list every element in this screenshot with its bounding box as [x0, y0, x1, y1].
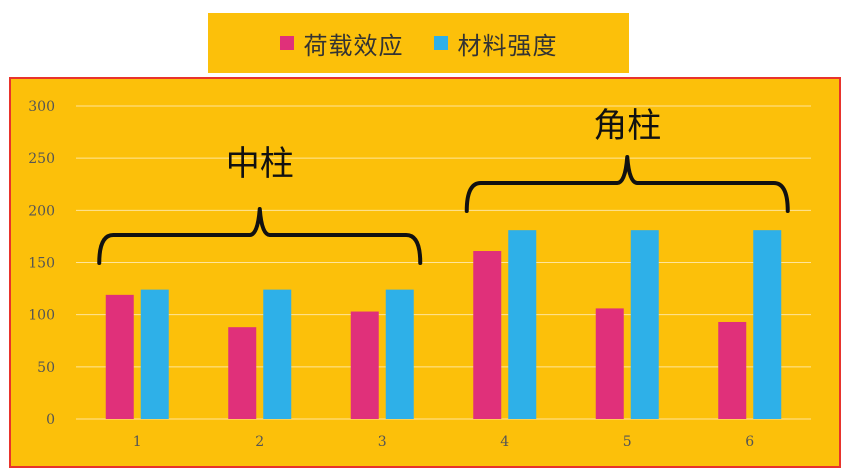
bar-material-strength-1 — [140, 289, 169, 419]
bar-load-effect-2 — [228, 327, 257, 419]
legend-item-material-strength: 材料强度 — [433, 26, 558, 61]
bar-material-strength-2 — [263, 289, 292, 419]
y-tick-label: 200 — [28, 203, 55, 219]
x-tick-label: 4 — [500, 434, 509, 450]
y-tick-label: 250 — [28, 151, 55, 167]
x-tick-label: 3 — [378, 434, 387, 450]
y-tick-label: 0 — [46, 412, 55, 428]
y-tick-label: 300 — [28, 99, 55, 115]
chart-legend: 荷载效应 材料强度 — [208, 13, 629, 73]
y-tick-label: 150 — [28, 256, 55, 272]
legend-label-load-effect: 荷载效应 — [303, 31, 404, 60]
bar-material-strength-4 — [508, 230, 537, 419]
x-tick-label: 5 — [623, 434, 632, 450]
legend-item-load-effect: 荷载效应 — [279, 26, 404, 61]
bar-load-effect-5 — [595, 308, 624, 419]
group-bracket — [97, 207, 423, 265]
legend-swatch-material-strength — [433, 36, 448, 50]
y-tick-label: 100 — [28, 308, 55, 324]
y-tick-label: 50 — [37, 360, 55, 376]
legend-label-material-strength: 材料强度 — [457, 31, 558, 60]
bar-material-strength-5 — [630, 230, 659, 419]
bar-material-strength-6 — [753, 230, 782, 419]
bar-load-effect-1 — [105, 294, 134, 419]
x-tick-label: 6 — [745, 434, 754, 450]
legend-swatch-load-effect — [279, 36, 294, 50]
bar-chart: 0 50 100 150 200 250 300 1 2 3 4 5 6 中柱 角柱 — [28, 99, 811, 450]
bar-load-effect-4 — [473, 251, 502, 419]
plot-area: 0 50 100 150 200 250 300 1 2 3 4 5 6 中柱 角柱 — [9, 77, 841, 468]
group-label: 角柱 — [593, 106, 661, 146]
group-label: 中柱 — [226, 144, 294, 184]
x-tick-label: 1 — [133, 434, 142, 450]
bar-load-effect-6 — [718, 321, 747, 419]
group-bracket — [464, 155, 790, 213]
bar-material-strength-3 — [385, 289, 414, 419]
bar-load-effect-3 — [350, 311, 379, 419]
x-tick-label: 2 — [255, 434, 264, 450]
